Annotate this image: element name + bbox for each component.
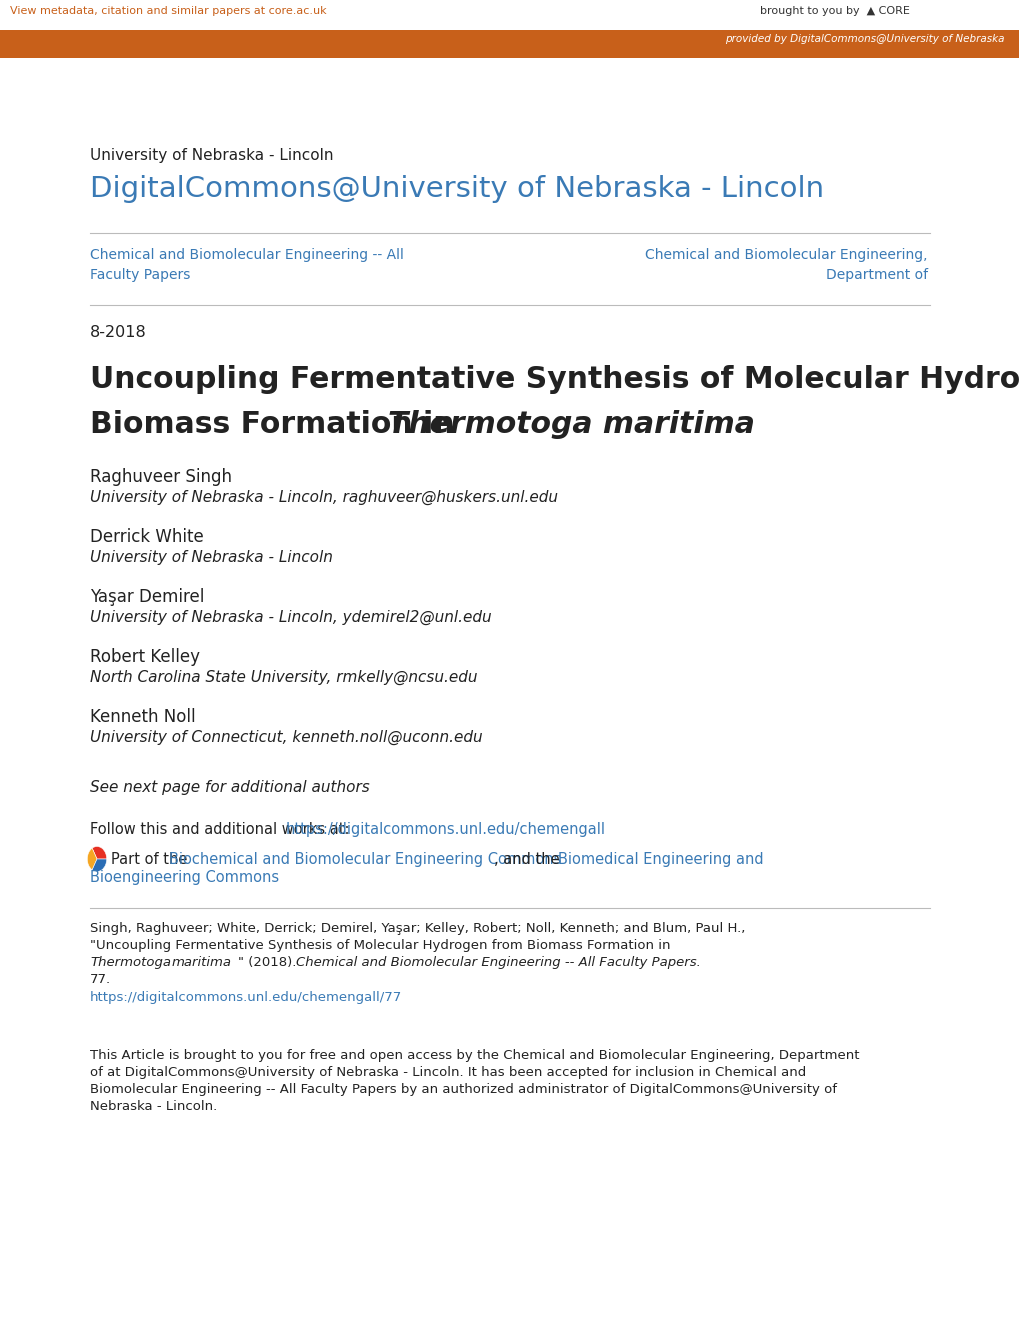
Text: Thermotoga maritima: Thermotoga maritima [387, 411, 754, 440]
Wedge shape [88, 849, 97, 870]
Text: Nebraska - Lincoln.: Nebraska - Lincoln. [90, 1100, 217, 1113]
Text: 8-2018: 8-2018 [90, 325, 147, 341]
Text: Yaşar Demirel: Yaşar Demirel [90, 587, 204, 606]
Text: Thermotoga: Thermotoga [90, 956, 171, 969]
Text: , and the: , and the [493, 851, 564, 867]
Text: Chemical and Biomolecular Engineering -- All Faculty Papers.: Chemical and Biomolecular Engineering --… [296, 956, 700, 969]
Wedge shape [92, 859, 107, 871]
Text: maritima: maritima [172, 956, 231, 969]
Text: Raghuveer Singh: Raghuveer Singh [90, 469, 231, 486]
Text: 77.: 77. [90, 973, 111, 986]
Text: Uncoupling Fermentative Synthesis of Molecular Hydrogen from: Uncoupling Fermentative Synthesis of Mol… [90, 366, 1019, 393]
Text: Bioengineering Commons: Bioengineering Commons [90, 870, 279, 884]
Text: Biomass Formation in: Biomass Formation in [90, 411, 465, 440]
Text: See next page for additional authors: See next page for additional authors [90, 780, 370, 795]
Text: " (2018).: " (2018). [237, 956, 301, 969]
Text: brought to you by  ▲ CORE: brought to you by ▲ CORE [759, 7, 909, 16]
Text: Singh, Raghuveer; White, Derrick; Demirel, Yaşar; Kelley, Robert; Noll, Kenneth;: Singh, Raghuveer; White, Derrick; Demire… [90, 921, 745, 935]
Text: Chemical and Biomolecular Engineering,
Department of: Chemical and Biomolecular Engineering, D… [645, 248, 927, 281]
Text: https://digitalcommons.unl.edu/chemengall: https://digitalcommons.unl.edu/chemengal… [285, 822, 605, 837]
Text: Part of the: Part of the [111, 851, 192, 867]
Text: North Carolina State University, rmkelly@ncsu.edu: North Carolina State University, rmkelly… [90, 671, 477, 685]
Text: of at DigitalCommons@University of Nebraska - Lincoln. It has been accepted for : of at DigitalCommons@University of Nebra… [90, 1067, 805, 1078]
Text: This Article is brought to you for free and open access by the Chemical and Biom: This Article is brought to you for free … [90, 1049, 859, 1063]
Text: University of Nebraska - Lincoln, raghuveer@huskers.unl.edu: University of Nebraska - Lincoln, raghuv… [90, 490, 557, 506]
Text: University of Nebraska - Lincoln: University of Nebraska - Lincoln [90, 550, 332, 565]
Text: View metadata, citation and similar papers at core.ac.uk: View metadata, citation and similar pape… [10, 7, 326, 16]
Bar [0, 30, 1019, 58]
Text: "Uncoupling Fermentative Synthesis of Molecular Hydrogen from Biomass Formation : "Uncoupling Fermentative Synthesis of Mo… [90, 939, 675, 952]
Text: University of Nebraska - Lincoln: University of Nebraska - Lincoln [90, 148, 333, 162]
Text: Biomedical Engineering and: Biomedical Engineering and [557, 851, 763, 867]
Text: Biomolecular Engineering -- All Faculty Papers by an authorized administrator of: Biomolecular Engineering -- All Faculty … [90, 1082, 837, 1096]
Text: DigitalCommons@University of Nebraska - Lincoln: DigitalCommons@University of Nebraska - … [90, 176, 823, 203]
Text: Biochemical and Biomolecular Engineering Commons: Biochemical and Biomolecular Engineering… [169, 851, 560, 867]
Text: University of Nebraska - Lincoln, ydemirel2@unl.edu: University of Nebraska - Lincoln, ydemir… [90, 610, 491, 626]
Text: University of Connecticut, kenneth.noll@uconn.edu: University of Connecticut, kenneth.noll@… [90, 730, 482, 746]
Text: Derrick White: Derrick White [90, 528, 204, 546]
Text: Follow this and additional works at:: Follow this and additional works at: [90, 822, 354, 837]
Text: provided by DigitalCommons@University of Nebraska: provided by DigitalCommons@University of… [725, 34, 1004, 44]
Text: https://digitalcommons.unl.edu/chemengall/77: https://digitalcommons.unl.edu/chemengal… [90, 991, 401, 1005]
Wedge shape [92, 846, 107, 859]
Text: Kenneth Noll: Kenneth Noll [90, 708, 196, 726]
Text: Chemical and Biomolecular Engineering -- All
Faculty Papers: Chemical and Biomolecular Engineering --… [90, 248, 404, 281]
Text: Robert Kelley: Robert Kelley [90, 648, 200, 667]
